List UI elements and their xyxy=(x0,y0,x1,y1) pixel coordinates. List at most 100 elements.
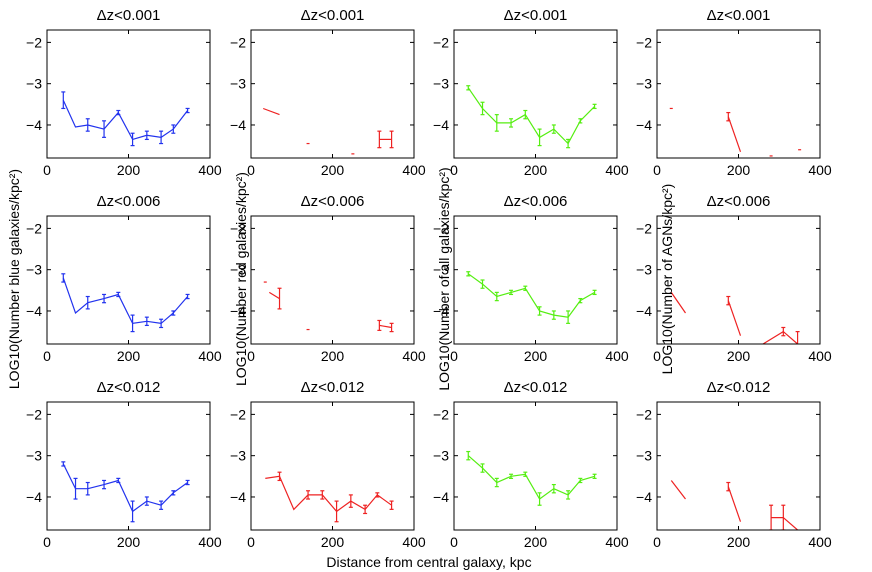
series-errorbar xyxy=(578,297,583,304)
series-errorbar xyxy=(566,138,571,149)
series xyxy=(669,107,802,157)
series-segment-line xyxy=(670,292,686,314)
x-axis-label: Distance from central galaxy, kpc xyxy=(326,554,531,570)
series-errorbar xyxy=(480,279,485,289)
series-errorbar xyxy=(85,118,90,132)
x-tick-label: 200 xyxy=(524,162,548,178)
x-tick-label: 200 xyxy=(117,348,141,364)
y-axis-label: LOG10(Number blue galaxies/kpc²) xyxy=(6,169,22,389)
y-tick-label: −4 xyxy=(636,489,652,505)
series-errorbar xyxy=(185,107,190,114)
x-tick-label: 0 xyxy=(43,162,51,178)
series-segment-line xyxy=(670,480,686,500)
x-tick-label: 400 xyxy=(198,162,222,178)
series-line xyxy=(62,99,189,141)
series-errorbar xyxy=(171,124,176,134)
series-errorbar xyxy=(159,130,164,145)
series-segment-errorbar xyxy=(389,322,394,333)
x-tick-label: 200 xyxy=(524,534,548,550)
y-tick-label: −3 xyxy=(636,262,652,278)
series-line xyxy=(62,463,188,513)
series-segment-line xyxy=(379,324,392,329)
axes-box xyxy=(453,215,618,345)
series-errorbar xyxy=(61,273,66,283)
panel-title: Δz<0.012 xyxy=(707,379,771,396)
series-line xyxy=(467,273,595,318)
y-tick-label: −3 xyxy=(230,448,246,464)
series-errorbar xyxy=(171,310,176,316)
series-errorbar xyxy=(334,500,339,523)
series-segment-errorbar xyxy=(795,331,800,344)
x-tick-label: 0 xyxy=(450,348,458,364)
y-tick-label: −4 xyxy=(230,303,246,319)
series-errorbar xyxy=(592,289,597,296)
series-line xyxy=(467,87,596,145)
series-errorbar xyxy=(551,124,556,134)
axes-box xyxy=(453,401,618,531)
series-errorbar xyxy=(566,310,571,324)
series-errorbar xyxy=(85,481,90,496)
y-tick-label: −4 xyxy=(230,489,246,505)
series-segment-errorbar xyxy=(781,504,786,530)
series-errorbar xyxy=(116,109,121,116)
panel-2-1: Δz<0.006 0 200 400 −2 −3 −4 xyxy=(26,193,222,364)
y-tick-label: −4 xyxy=(636,303,652,319)
series-errorbar xyxy=(61,461,66,467)
y-tick-label: −3 xyxy=(26,448,42,464)
series-errorbar xyxy=(185,293,190,300)
series-segment-line xyxy=(268,291,280,300)
y-tick-label: −2 xyxy=(230,406,246,422)
panel-3-3: Δz<0.012 0 200 400 −2 −3 −4 xyxy=(433,379,629,550)
series-errorbar xyxy=(159,318,164,329)
y-tick-label: −2 xyxy=(433,220,449,236)
series-errorbar xyxy=(551,310,556,320)
panel-1-3: Δz<0.001 0 200 400 −2 −3 −4 xyxy=(433,7,629,178)
x-tick-label: 0 xyxy=(653,162,661,178)
series-errorbar xyxy=(185,479,190,486)
y-tick-label: −3 xyxy=(433,262,449,278)
x-tick-label: 0 xyxy=(43,348,51,364)
series-segment-line xyxy=(727,300,742,336)
series xyxy=(466,450,597,506)
panel-2-3: Δz<0.006 0 200 400 −2 −3 −4 xyxy=(433,193,629,364)
y-tick-label: −3 xyxy=(230,76,246,92)
y-tick-label: −2 xyxy=(230,220,246,236)
x-tick-label: 200 xyxy=(117,534,141,550)
series-errorbar xyxy=(592,473,597,479)
series-errorbar xyxy=(494,114,499,132)
series-segment-errorbar xyxy=(726,295,731,306)
x-tick-label: 200 xyxy=(727,348,751,364)
series-segment-line xyxy=(727,116,742,152)
series-errorbar xyxy=(130,132,135,147)
panel-title: Δz<0.001 xyxy=(707,7,771,24)
panel-title: Δz<0.012 xyxy=(301,379,365,396)
series-errorbar xyxy=(523,285,528,291)
panel-title: Δz<0.001 xyxy=(504,7,568,24)
panel-title: Δz<0.006 xyxy=(301,193,365,210)
series-errorbar xyxy=(363,504,368,515)
panel-title: Δz<0.012 xyxy=(504,379,568,396)
y-tick-label: −4 xyxy=(26,489,42,505)
series xyxy=(670,292,800,344)
series-errorbar xyxy=(494,291,499,302)
x-tick-label: 0 xyxy=(247,162,255,178)
series-errorbar xyxy=(466,85,471,91)
series-errorbar xyxy=(509,118,514,128)
series-errorbar xyxy=(480,101,485,116)
y-tick-label: −2 xyxy=(433,34,449,50)
y-tick-label: −2 xyxy=(636,406,652,422)
y-tick-label: −2 xyxy=(636,220,652,236)
x-tick-label: 400 xyxy=(808,534,832,550)
x-tick-label: 400 xyxy=(808,162,832,178)
series-segment-errorbar xyxy=(769,504,774,530)
x-tick-label: 400 xyxy=(402,162,426,178)
series-errorbar xyxy=(159,500,164,510)
y-axis-label: LOG10(Number of all galaxies/kpc²) xyxy=(436,167,452,390)
y-axis-label: LOG10(Number of AGNs/kpc²) xyxy=(659,184,675,375)
panel-title: Δz<0.012 xyxy=(97,379,161,396)
y-tick-label: −3 xyxy=(636,76,652,92)
y-tick-label: −2 xyxy=(433,406,449,422)
y-tick-label: −2 xyxy=(230,34,246,50)
y-tick-label: −4 xyxy=(433,489,449,505)
